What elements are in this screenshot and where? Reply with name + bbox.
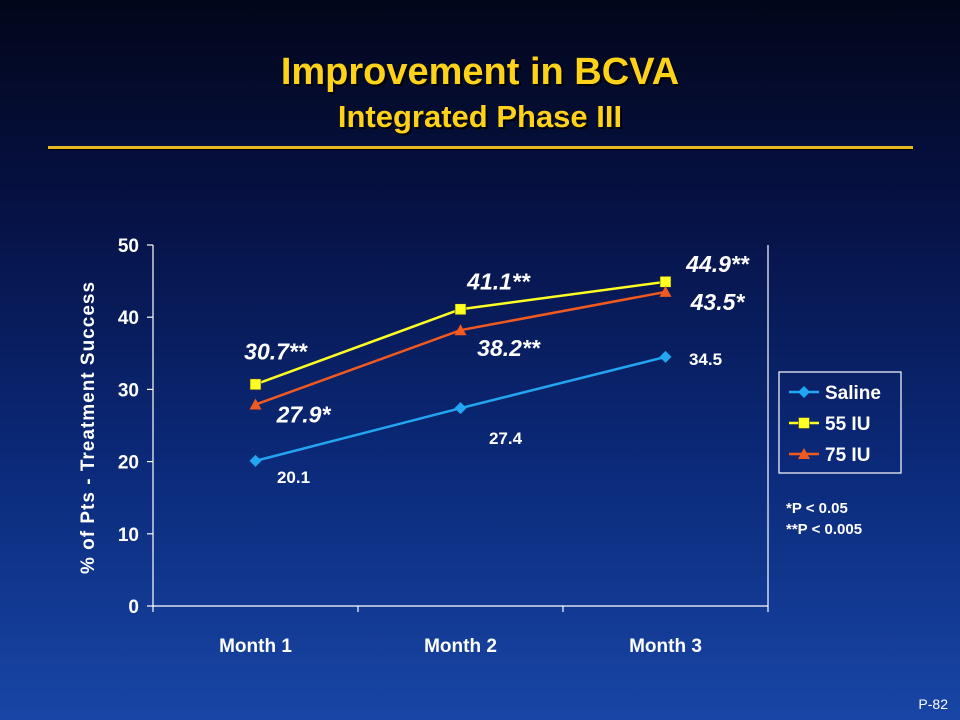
legend-label: 75 IU — [825, 445, 870, 466]
diamond-marker — [798, 386, 810, 398]
data-label: 41.1** — [466, 268, 531, 294]
slide-title: Improvement in BCVA — [280, 51, 680, 93]
title-underline — [48, 146, 913, 149]
data-label: 20.1 — [277, 468, 310, 487]
x-tick-label: Month 3 — [629, 636, 702, 657]
square-marker — [454, 303, 467, 316]
data-label: 44.9** — [685, 251, 750, 277]
y-tick-label: 30 — [118, 380, 139, 401]
y-axis-title: % of Pts - Treatment Success — [78, 281, 99, 574]
diamond-marker — [454, 402, 467, 415]
footnote-p005: **P < 0.005 — [786, 521, 863, 538]
data-label: 43.5* — [690, 289, 746, 315]
y-tick-label: 10 — [118, 525, 139, 546]
data-label: 27.9* — [276, 402, 332, 428]
square-marker — [798, 417, 810, 429]
legend-label: Saline — [825, 383, 881, 404]
legend-box — [778, 371, 902, 474]
x-tick-label: Month 2 — [424, 636, 497, 657]
y-tick-label: 0 — [128, 597, 139, 618]
data-label: 38.2** — [477, 335, 541, 361]
y-tick-label: 50 — [118, 236, 139, 257]
footnote-p05: *P < 0.05 — [786, 500, 848, 517]
data-label: 34.5 — [689, 350, 722, 369]
y-tick-label: 40 — [118, 308, 139, 329]
triangle-marker — [249, 398, 262, 410]
data-label: 27.4 — [489, 429, 523, 448]
legend-label: 55 IU — [825, 414, 870, 435]
square-marker — [249, 378, 262, 391]
triangle-marker — [798, 448, 810, 459]
triangle-marker — [659, 285, 672, 297]
diamond-marker — [659, 350, 672, 363]
slide-subtitle: Integrated Phase III — [337, 99, 623, 134]
square-marker — [659, 276, 672, 288]
triangle-marker — [454, 324, 467, 336]
x-tick-label: Month 1 — [219, 636, 292, 657]
page-number: P-82 — [918, 696, 948, 712]
data-label: 30.7** — [244, 338, 308, 364]
y-tick-label: 20 — [118, 453, 139, 474]
diamond-marker — [249, 454, 262, 467]
